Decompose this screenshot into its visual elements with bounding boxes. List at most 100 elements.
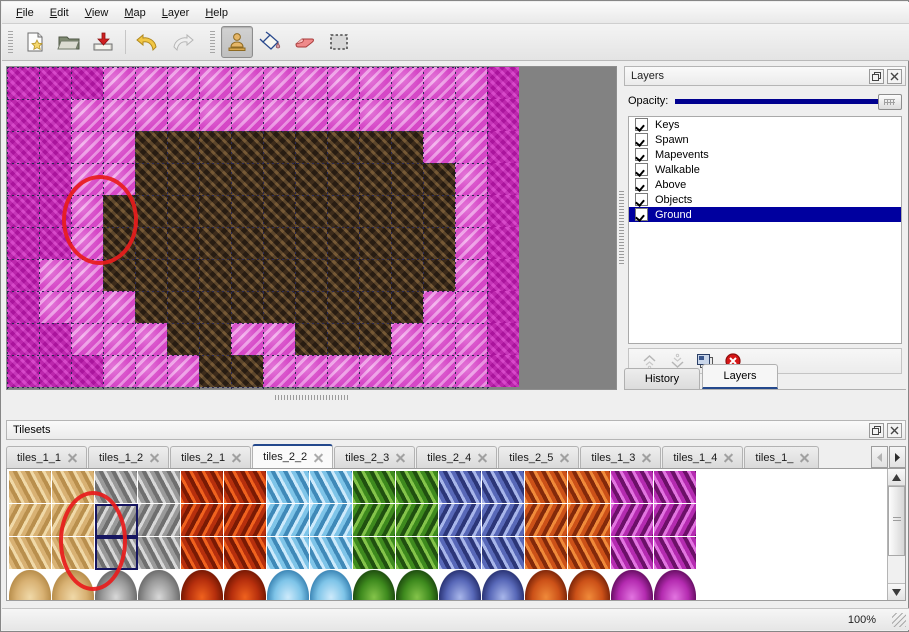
tileset-cell[interactable] bbox=[52, 504, 95, 537]
menu-view[interactable]: View bbox=[84, 6, 109, 19]
tileset-cell[interactable] bbox=[224, 570, 267, 600]
tileset-cell[interactable] bbox=[310, 471, 353, 504]
tileset-cell[interactable] bbox=[9, 504, 52, 537]
redo-icon[interactable] bbox=[166, 26, 198, 58]
tileset-cell[interactable] bbox=[439, 504, 482, 537]
menu-edit[interactable]: Edit bbox=[49, 6, 69, 19]
tileset-cell[interactable] bbox=[611, 537, 654, 570]
tileset-cell[interactable] bbox=[95, 570, 138, 600]
tileset-cell[interactable] bbox=[482, 570, 525, 600]
tileset-cell[interactable] bbox=[267, 537, 310, 570]
layer-row-objects[interactable]: Objects bbox=[629, 192, 901, 207]
tileset-cell[interactable] bbox=[396, 537, 439, 570]
float-panel-icon[interactable] bbox=[869, 422, 884, 438]
tileset-cell[interactable] bbox=[224, 537, 267, 570]
save-file-icon[interactable] bbox=[87, 26, 119, 58]
tileset-tab-tiles_1_3[interactable]: tiles_1_3 bbox=[580, 446, 662, 468]
opacity-slider-handle[interactable] bbox=[878, 94, 902, 110]
tileset-tab-tiles_2_2[interactable]: tiles_2_2 bbox=[252, 444, 334, 468]
tileset-tab-tiles_1_[interactable]: tiles_1_ bbox=[744, 446, 820, 468]
close-panel-icon[interactable] bbox=[887, 422, 902, 438]
tileset-cell[interactable] bbox=[181, 504, 224, 537]
tileset-cell[interactable] bbox=[138, 471, 181, 504]
layer-visibility-checkbox[interactable] bbox=[635, 163, 648, 176]
tileset-cell[interactable] bbox=[353, 570, 396, 600]
window-resize-grip[interactable] bbox=[892, 612, 906, 627]
tileset-cell[interactable] bbox=[224, 471, 267, 504]
tileset-cell[interactable] bbox=[310, 537, 353, 570]
layer-row-walkable[interactable]: Walkable bbox=[629, 162, 901, 177]
tileset-tab-tiles_1_2[interactable]: tiles_1_2 bbox=[88, 446, 170, 468]
tileset-cell[interactable] bbox=[396, 504, 439, 537]
tileset-cell[interactable] bbox=[353, 504, 396, 537]
tileset-cell[interactable] bbox=[568, 504, 611, 537]
close-tileset-tab-icon[interactable] bbox=[641, 452, 652, 463]
tileset-cell[interactable] bbox=[267, 570, 310, 600]
tileset-cell[interactable] bbox=[310, 504, 353, 537]
opacity-slider[interactable] bbox=[675, 93, 902, 110]
menu-layer[interactable]: Layer bbox=[161, 6, 190, 19]
tileset-cell[interactable] bbox=[611, 504, 654, 537]
close-tileset-tab-icon[interactable] bbox=[395, 452, 406, 463]
tileset-tab-tiles_1_1[interactable]: tiles_1_1 bbox=[6, 446, 88, 468]
toolbar-drag-handle[interactable] bbox=[7, 29, 14, 55]
tileset-cell[interactable] bbox=[396, 471, 439, 504]
tileset-cell[interactable] bbox=[568, 570, 611, 600]
close-tileset-tab-icon[interactable] bbox=[313, 452, 324, 463]
tileset-cell[interactable] bbox=[138, 504, 181, 537]
layer-row-ground[interactable]: Ground bbox=[629, 207, 901, 222]
vertical-splitter[interactable] bbox=[617, 66, 625, 390]
tileset-cell[interactable] bbox=[439, 471, 482, 504]
tileset-cell[interactable] bbox=[9, 537, 52, 570]
tileset-cell[interactable] bbox=[482, 504, 525, 537]
close-tileset-tab-icon[interactable] bbox=[799, 452, 810, 463]
menu-help[interactable]: Help bbox=[205, 6, 228, 19]
scroll-up-arrow-icon[interactable] bbox=[888, 469, 905, 486]
tileset-tab-tiles_2_3[interactable]: tiles_2_3 bbox=[334, 446, 416, 468]
tileset-cell[interactable] bbox=[654, 537, 697, 570]
tileset-cell[interactable] bbox=[52, 537, 95, 570]
tileset-cell[interactable] bbox=[611, 570, 654, 600]
tileset-cell[interactable] bbox=[52, 570, 95, 600]
tileset-cell[interactable] bbox=[568, 471, 611, 504]
open-file-icon[interactable] bbox=[53, 26, 85, 58]
tileset-cell[interactable] bbox=[9, 471, 52, 504]
tileset-cell[interactable] bbox=[181, 471, 224, 504]
tileset-cell[interactable] bbox=[482, 537, 525, 570]
layer-row-mapevents[interactable]: Mapevents bbox=[629, 147, 901, 162]
layer-visibility-checkbox[interactable] bbox=[635, 193, 648, 206]
menu-map[interactable]: Map bbox=[124, 6, 146, 19]
tileset-cell[interactable] bbox=[267, 504, 310, 537]
tileset-view[interactable] bbox=[6, 468, 906, 601]
tileset-cell[interactable] bbox=[353, 537, 396, 570]
tileset-cell[interactable] bbox=[52, 471, 95, 504]
tileset-cell[interactable] bbox=[611, 471, 654, 504]
tool-group-drag-handle[interactable] bbox=[209, 29, 216, 55]
tileset-cell[interactable] bbox=[310, 570, 353, 600]
move-layer-down-icon[interactable] bbox=[665, 350, 689, 372]
tileset-cell[interactable] bbox=[95, 537, 138, 570]
new-file-icon[interactable] bbox=[19, 26, 51, 58]
eraser-tool-icon[interactable] bbox=[289, 26, 321, 58]
layer-row-keys[interactable]: Keys bbox=[629, 117, 901, 132]
dock-tab-layers[interactable]: Layers bbox=[702, 364, 778, 389]
tileset-cell[interactable] bbox=[181, 537, 224, 570]
tab-scroll-left-button[interactable] bbox=[871, 446, 888, 468]
dock-tab-history[interactable]: History bbox=[624, 368, 700, 389]
tab-scroll-right-button[interactable] bbox=[889, 446, 906, 468]
map-canvas-viewport[interactable] bbox=[6, 66, 617, 390]
tileset-cell[interactable] bbox=[439, 537, 482, 570]
tileset-cell[interactable] bbox=[267, 471, 310, 504]
tileset-cell[interactable] bbox=[482, 471, 525, 504]
tileset-cell[interactable] bbox=[353, 471, 396, 504]
tileset-cell[interactable] bbox=[525, 504, 568, 537]
tileset-cell[interactable] bbox=[224, 504, 267, 537]
tileset-vertical-scrollbar[interactable] bbox=[887, 469, 905, 600]
tileset-cell[interactable] bbox=[568, 537, 611, 570]
layer-row-above[interactable]: Above bbox=[629, 177, 901, 192]
float-panel-icon[interactable] bbox=[869, 68, 884, 84]
layer-visibility-checkbox[interactable] bbox=[635, 208, 648, 221]
tileset-cell[interactable] bbox=[654, 504, 697, 537]
tileset-grid[interactable] bbox=[9, 471, 697, 600]
tileset-cell[interactable] bbox=[654, 471, 697, 504]
